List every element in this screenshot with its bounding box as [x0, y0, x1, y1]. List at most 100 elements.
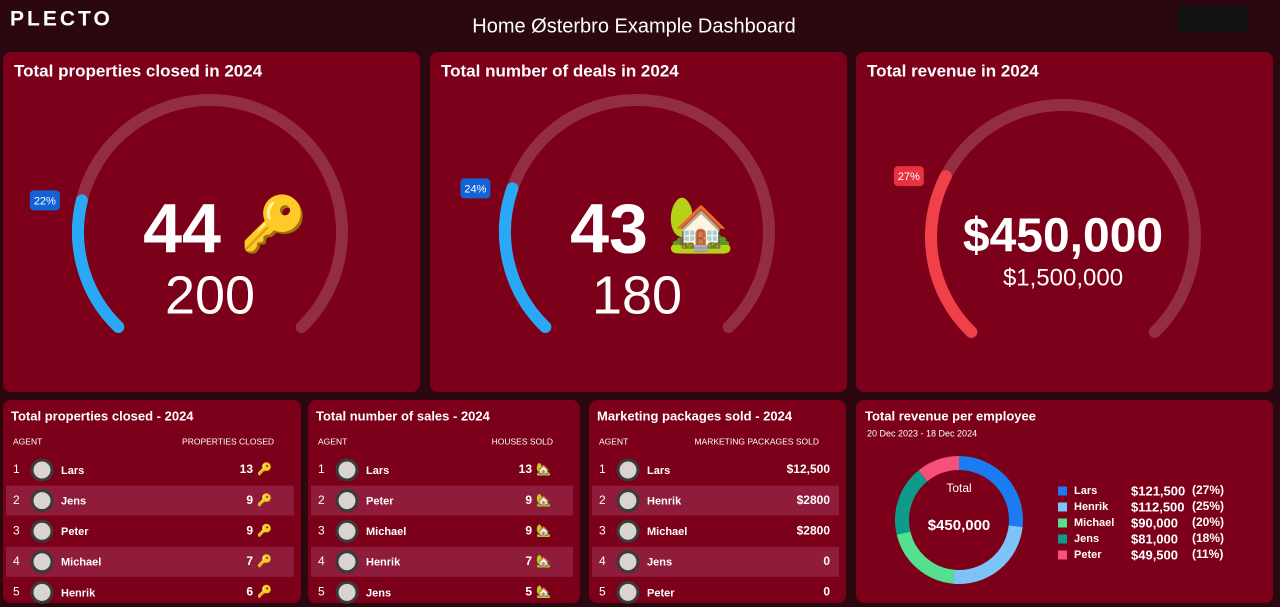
row-value: 6: [246, 585, 253, 599]
gauge-value: $450,000: [963, 210, 1163, 263]
row-value: 9: [525, 523, 532, 537]
agent-name: Lars: [61, 465, 84, 477]
agent-name: Henrik: [366, 557, 401, 569]
avatar: [616, 550, 640, 574]
row-icon: 🏡: [536, 462, 551, 476]
gauge-progress: [925, 170, 978, 338]
percent-label: 22%: [34, 195, 56, 207]
row-value: $12,500: [787, 462, 831, 476]
row-value: $2800: [797, 523, 831, 537]
row-value: 9: [246, 523, 253, 537]
gauge-icon: 🏡: [667, 194, 734, 254]
column-header: PROPERTIES CLOSED: [182, 436, 274, 446]
date-range: 20 Dec 2023 - 18 Dec 2024: [867, 428, 977, 438]
column-header: MARKETING PACKAGES SOLD: [694, 436, 819, 446]
row-value: 0: [823, 585, 830, 599]
agent-name: Michael: [61, 557, 101, 569]
gauge-icon: 🔑: [240, 191, 307, 256]
avatar: [616, 458, 640, 482]
row-icon: 🔑: [257, 492, 272, 507]
legend-name: Henrik: [1074, 501, 1109, 513]
avatar: [616, 580, 640, 604]
panel: [856, 52, 1273, 392]
panel-title: Total revenue in 2024: [867, 61, 1039, 80]
avatar: [616, 489, 640, 513]
rank: 2: [318, 493, 325, 507]
legend-value: $81,000: [1131, 531, 1178, 546]
agent-name: Henrik: [647, 496, 682, 508]
legend-value: $49,500: [1131, 547, 1178, 562]
row-value: 5: [525, 585, 532, 599]
panel-title: Total properties closed in 2024: [14, 61, 263, 80]
rank: 2: [599, 493, 606, 507]
avatar: [30, 519, 54, 543]
percent-label: 27%: [898, 171, 920, 183]
donut-segment: [896, 531, 955, 584]
legend-percent: (25%): [1192, 499, 1224, 513]
percent-badge: [29, 190, 60, 211]
legend-percent: (18%): [1192, 531, 1224, 545]
legend-name: Peter: [1074, 549, 1102, 561]
row-icon: 🔑: [257, 584, 272, 599]
gauge-progress: [72, 194, 125, 333]
avatar: [30, 489, 54, 513]
percent-badge: [893, 166, 924, 187]
column-header: AGENT: [599, 436, 628, 446]
avatar: [335, 489, 359, 513]
row-icon: 🏡: [536, 493, 551, 507]
rank: 1: [318, 462, 325, 476]
avatar: [30, 550, 54, 574]
legend-swatch: [1058, 486, 1067, 496]
agent-name: Lars: [647, 465, 670, 477]
rank: 4: [13, 554, 20, 568]
row-icon: 🔑: [257, 461, 272, 476]
row-icon: 🏡: [536, 554, 551, 568]
rank: 3: [13, 523, 20, 537]
legend-name: Lars: [1074, 485, 1097, 497]
row-value: 9: [246, 493, 253, 507]
donut-segment: [918, 456, 960, 482]
row-highlight: [6, 485, 294, 516]
legend-swatch: [1058, 502, 1067, 512]
avatar: [30, 458, 54, 482]
table-title: Marketing packages sold - 2024: [597, 408, 793, 423]
donut-segment: [895, 470, 928, 535]
rank: 5: [318, 585, 325, 599]
row-value: 7: [246, 554, 253, 568]
row-value: $2800: [797, 493, 831, 507]
legend-swatch: [1058, 518, 1067, 528]
panel: [856, 400, 1273, 603]
legend-value: $90,000: [1131, 515, 1178, 530]
agent-name: Michael: [647, 526, 687, 538]
donut-segment: [953, 525, 1023, 584]
rank: 3: [318, 523, 325, 537]
row-icon: 🔑: [257, 553, 272, 568]
donut-title: Total revenue per employee: [865, 408, 1036, 423]
legend-name: Michael: [1074, 517, 1114, 529]
column-header: AGENT: [13, 436, 42, 446]
avatar: [335, 550, 359, 574]
table-title: Total number of sales - 2024: [316, 408, 491, 423]
row-value: 0: [823, 554, 830, 568]
gauge-target: 180: [592, 265, 682, 325]
gauge-target: $1,500,000: [1003, 264, 1123, 291]
avatar: [616, 519, 640, 543]
avatar: [335, 580, 359, 604]
rank: 1: [13, 462, 20, 476]
gauge-target: 200: [165, 265, 255, 325]
legend-value: $112,500: [1131, 499, 1185, 514]
row-value: 7: [525, 554, 532, 568]
avatar: [30, 580, 54, 604]
rank: 4: [318, 554, 325, 568]
agent-name: Jens: [366, 587, 391, 599]
donut-total: $450,000: [928, 517, 991, 534]
team-photo: [1178, 6, 1248, 32]
agent-name: Peter: [647, 587, 675, 599]
rank: 3: [599, 523, 606, 537]
legend-value: $121,500: [1131, 483, 1185, 498]
logo: PLECTO: [10, 8, 113, 31]
legend-swatch: [1058, 534, 1067, 544]
agent-name: Michael: [366, 526, 406, 538]
legend-swatch: [1058, 550, 1067, 560]
